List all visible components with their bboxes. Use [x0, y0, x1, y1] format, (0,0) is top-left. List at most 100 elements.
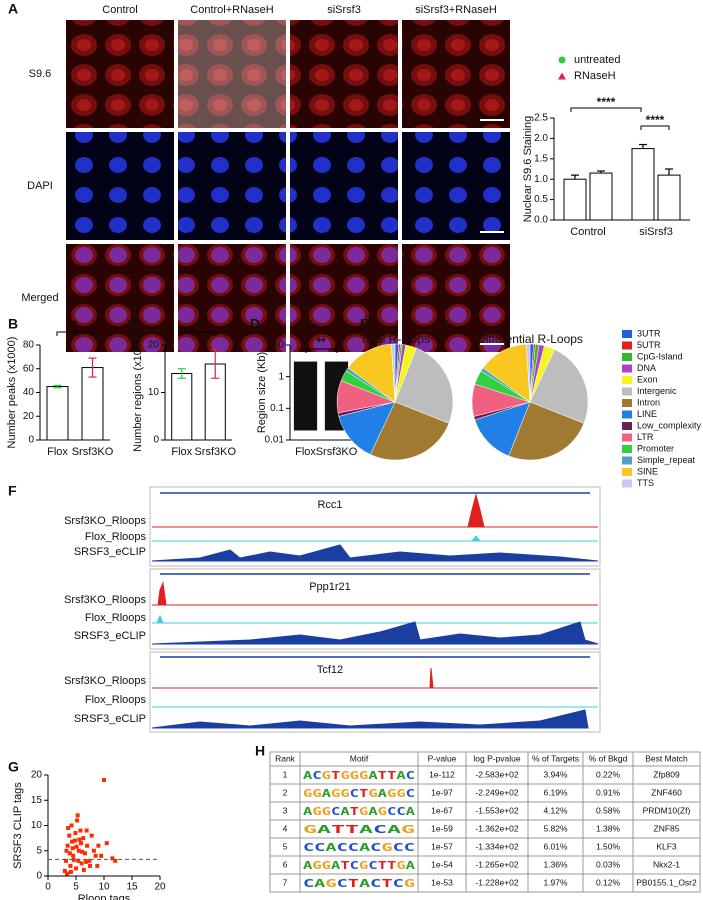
point [110, 856, 115, 861]
point [74, 844, 79, 849]
table-cell: 0.03% [596, 859, 621, 869]
point [67, 833, 72, 838]
bar [46, 386, 69, 441]
table-cell: PB0155.1_Osr2 [636, 877, 697, 887]
legend-swatch [622, 433, 632, 442]
table-header: % of Targets [532, 753, 579, 763]
legend-label: TTS [637, 478, 654, 488]
x-tick-label: Srsf3KO [72, 446, 114, 458]
table-header: % of Bkgd [589, 753, 628, 763]
legend-label: Low_complexity [637, 420, 702, 430]
point [81, 867, 86, 872]
point [73, 831, 78, 836]
y-tick-label: 2.0 [534, 133, 548, 144]
panel-letter: H [255, 743, 265, 759]
x-tick-label: Flox [171, 446, 192, 458]
table-cell: 4.12% [543, 805, 568, 815]
bar [81, 367, 104, 441]
pie-slice [529, 349, 589, 424]
point [102, 778, 106, 783]
peak [156, 614, 164, 624]
image [290, 20, 398, 128]
point [70, 846, 75, 851]
point [104, 841, 109, 846]
legend-label: Promoter [637, 443, 674, 453]
table-cell: -1.228e+02 [475, 877, 519, 887]
point [69, 823, 74, 828]
y-tick-label: 60 [23, 363, 35, 374]
track-label: SRSF3_eCLIP [74, 713, 146, 725]
y-tick-label: 1 [278, 371, 284, 382]
point [75, 818, 80, 823]
table-cell: 6.01% [543, 841, 568, 851]
point [79, 861, 84, 866]
track-label: Flox_Rloops [85, 694, 147, 706]
track-label: SRSF3_eCLIP [74, 546, 146, 558]
x-tick-label: Flox [47, 446, 68, 458]
y-tick-label: 20 [23, 411, 35, 422]
y-tick-label: 10 [148, 387, 160, 398]
track-label: SRSF3_eCLIP [74, 630, 146, 642]
track-label: Flox_Rloops [85, 531, 147, 543]
legend-swatch [622, 399, 632, 407]
point [79, 841, 84, 846]
column-header: siSrsf3+RNaseH [415, 4, 497, 16]
y-tick-label: 40 [23, 387, 35, 398]
pie-title: Differential R-Loops [477, 332, 583, 346]
pie-slice [338, 401, 396, 455]
table-cell: 0.58% [596, 805, 621, 815]
genome-tracks [149, 486, 601, 733]
track-label: Srsf3KO_Rloops [64, 594, 146, 606]
point [84, 828, 89, 833]
peak [429, 667, 434, 689]
significance: ** [316, 335, 326, 349]
image [402, 244, 510, 352]
x-tick-label: 15 [126, 882, 138, 893]
y-tick-label: 20 [148, 340, 160, 351]
y-axis-label: Nuclear S9.6 Staining [522, 116, 534, 222]
y-tick-label: 10 [273, 340, 285, 351]
table-cell: 2 [283, 787, 288, 797]
legend-swatch [622, 468, 632, 476]
table-cell: Nkx2-1 [653, 859, 680, 869]
image [66, 20, 174, 128]
y-axis-label: Region size (Kb) [256, 352, 268, 433]
gene-name: Rcc1 [317, 499, 342, 511]
table-header: Rank [275, 753, 296, 763]
table-cell: 1.36% [543, 859, 568, 869]
track-box [149, 568, 601, 650]
row-label: DAPI [27, 180, 53, 192]
table-cell: 1e-54 [431, 859, 453, 869]
row-label: S9.6 [29, 68, 52, 80]
point [63, 858, 68, 863]
table-cell: 1e-57 [431, 841, 453, 851]
bar [589, 172, 613, 221]
image [178, 132, 286, 240]
point [95, 863, 100, 868]
significance-brackets [56, 107, 670, 353]
x-tick-label: Srsf3KO [194, 446, 236, 458]
table-cell: 1e-53 [431, 877, 453, 887]
panel-letter: F [8, 483, 17, 499]
legend-label: Intergenic [637, 386, 677, 396]
y-tick-label: 0.0 [534, 215, 548, 226]
table-cell: 1.97% [543, 877, 568, 887]
signal [151, 621, 599, 645]
column-header: Control [102, 4, 137, 16]
table-cell: 3.94% [543, 769, 568, 779]
point [93, 853, 98, 858]
point [65, 843, 70, 848]
pie-title: Total R-loops [360, 332, 430, 346]
pie-slice [391, 343, 396, 403]
legend-marker [558, 56, 566, 64]
table-header: Best Match [645, 753, 688, 763]
significance: * [197, 318, 202, 332]
bar [657, 174, 681, 221]
image [178, 20, 286, 128]
panel-letter: D [250, 316, 260, 332]
y-tick-label: 0 [153, 435, 159, 446]
y-tick-label: 0.1 [270, 403, 284, 414]
legend-swatch [622, 330, 632, 338]
table-cell: 0.22% [596, 769, 621, 779]
legend-label: DNA [637, 363, 656, 373]
